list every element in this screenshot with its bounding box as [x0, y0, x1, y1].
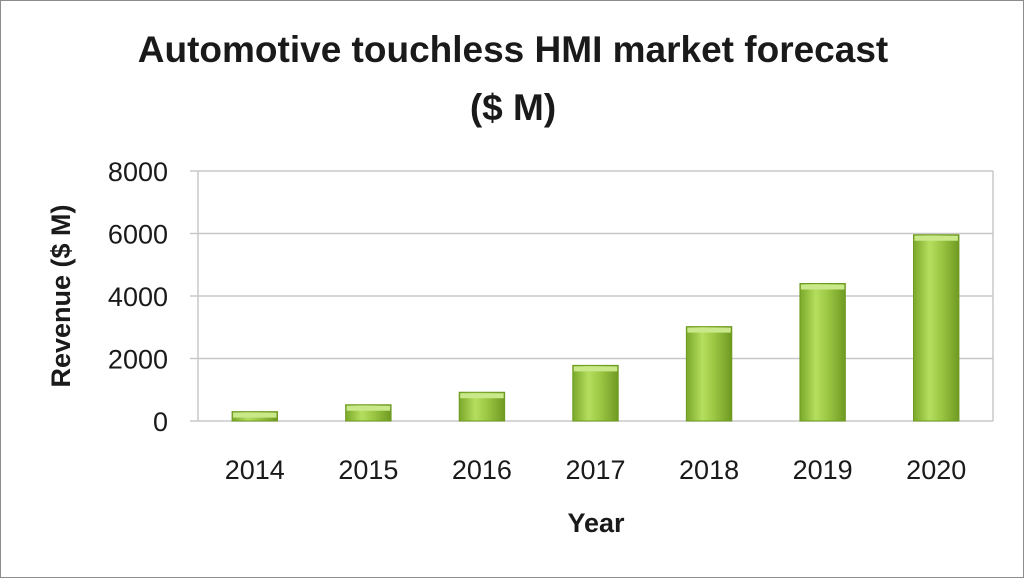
x-tick-label: 2019: [793, 455, 853, 485]
bar-cap-2019: [800, 284, 845, 290]
x-tick-label: 2017: [565, 455, 625, 485]
bar-cap-2020: [914, 235, 958, 241]
y-tick-label: 8000: [108, 157, 168, 187]
x-tick-label: 2014: [225, 455, 285, 485]
bar-2019: [799, 283, 846, 422]
y-tick-label: 6000: [108, 220, 168, 250]
bar-cap-2017: [573, 366, 618, 372]
bar-cap-2014: [233, 412, 277, 418]
x-axis-label: Year: [567, 508, 625, 538]
bar-cap-2015: [346, 405, 391, 411]
y-tick-label: 0: [153, 407, 168, 437]
grid-lines: [190, 170, 994, 422]
bars: [231, 234, 960, 422]
y-tick-label: 2000: [108, 345, 168, 375]
bar-2018: [685, 326, 733, 422]
chart-title-line-1: Automotive touchless HMI market forecast: [137, 29, 889, 70]
y-axis-label: Revenue ($ M): [46, 204, 76, 387]
tick-labels: 0 2000 4000 6000 8000 2014 2015 2016 2017 2018 201…: [108, 157, 966, 485]
x-tick-label: 2018: [679, 455, 739, 485]
bar-cap-2018: [687, 327, 731, 333]
x-tick-label: 2016: [452, 455, 512, 485]
chart-title-line-2: ($ M): [469, 87, 557, 128]
bar-2017: [572, 364, 619, 422]
x-tick-label: 2015: [338, 455, 398, 485]
bar-cap-2016: [460, 393, 504, 399]
y-tick-label: 4000: [108, 282, 168, 312]
x-tick-label: 2020: [906, 455, 966, 485]
bar-2020: [913, 234, 960, 422]
